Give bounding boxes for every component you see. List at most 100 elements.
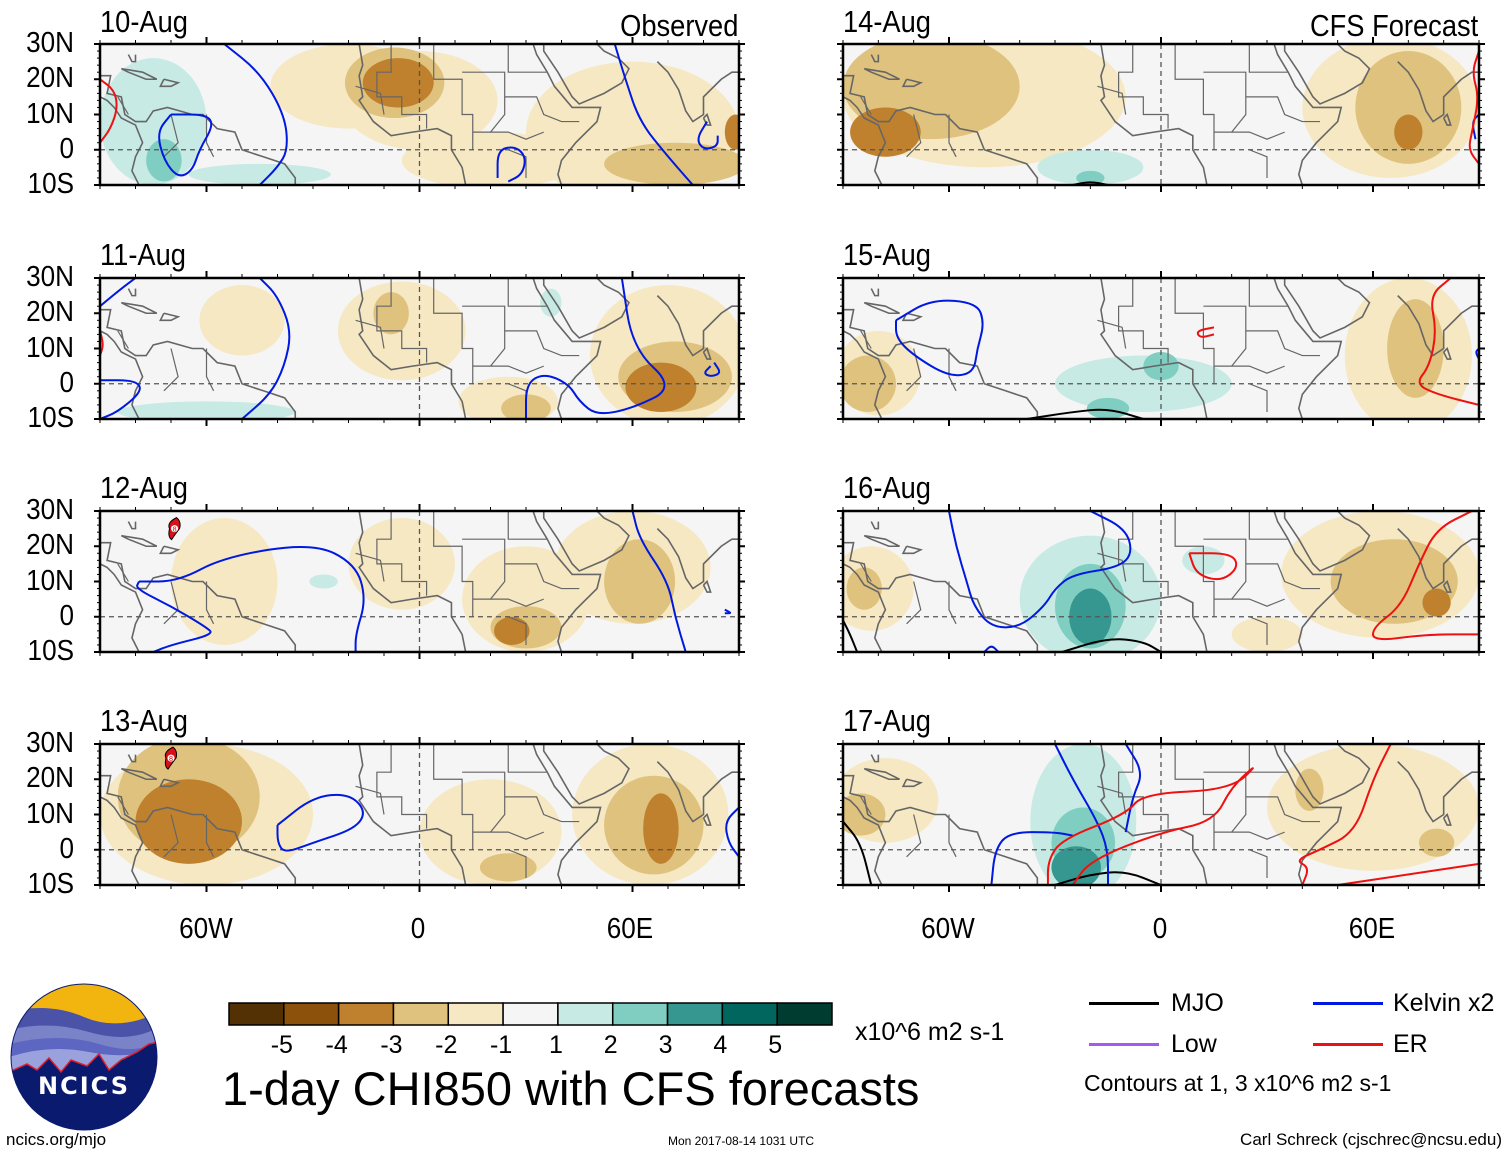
y-tick-label: 30N [26, 727, 74, 759]
country-border [860, 96, 872, 115]
contour-kelvin [496, 146, 526, 183]
country-border [948, 348, 957, 392]
site-link[interactable]: ncics.org/mjo [6, 1130, 107, 1149]
country-border [507, 744, 548, 773]
coastline [863, 534, 900, 548]
contour-er [1468, 50, 1479, 165]
anomaly-fill [188, 163, 331, 185]
anomaly-fill [1418, 828, 1455, 857]
country-border [508, 849, 527, 878]
country-border [117, 330, 129, 349]
country-border [1249, 849, 1268, 878]
coastline [159, 778, 181, 788]
country-border [1245, 330, 1320, 357]
coastline [120, 767, 158, 781]
country-border [1245, 96, 1320, 123]
map-panel-13-aug: 8 [94, 737, 745, 892]
legend-line-kelvin [1313, 1002, 1383, 1005]
colorbar [228, 1002, 833, 1026]
x-tick-label: 60E [1348, 913, 1396, 945]
coastline [100, 330, 144, 419]
colorbar-swatch [557, 1002, 614, 1026]
coastline [1283, 511, 1371, 572]
colorbar-units: x10^6 m2 s-1 [855, 1018, 1005, 1046]
country-border [1117, 744, 1169, 829]
coastline [843, 330, 887, 419]
country-border [163, 348, 179, 392]
country-border [117, 796, 129, 815]
coastline [120, 67, 158, 81]
map-panel-15-aug [837, 271, 1485, 426]
ncics-logo: NCICS [10, 983, 158, 1131]
anomaly-fill [625, 362, 697, 412]
coastline [159, 78, 181, 88]
country-border [504, 563, 580, 590]
country-border [860, 563, 872, 582]
coastline [1099, 511, 1208, 652]
legend-line-low [1089, 1043, 1159, 1046]
panel-title-16-aug: 16-Aug [843, 470, 931, 505]
country-border [205, 114, 215, 158]
forecast-label: CFS Forecast [1309, 8, 1478, 43]
country-border [472, 131, 544, 140]
contour-kelvin [276, 793, 364, 852]
author-credit: Carl Schreck (cjschrec@ncsu.edu) [1240, 1130, 1502, 1149]
panel-title-13-aug: 13-Aug [100, 703, 188, 738]
anomaly-fill [1355, 51, 1462, 164]
colorbar-tick-label: -3 [380, 1031, 403, 1059]
map-panel-11-aug [94, 271, 745, 426]
country-border [860, 330, 872, 349]
contour-kelvin [525, 278, 666, 419]
coastline [1442, 813, 1452, 826]
map-panel-17-aug [837, 737, 1485, 892]
colorbar-swatch [611, 1002, 669, 1026]
anomaly-fill [1086, 397, 1130, 419]
country-border [376, 44, 428, 129]
anomaly-fill [1037, 149, 1144, 185]
country-border [355, 85, 385, 115]
anomaly-fill [199, 285, 285, 356]
contour-kelvin [241, 278, 291, 419]
hurricane-icon: 8 [168, 517, 181, 541]
coastline [100, 74, 297, 185]
coastline [100, 796, 144, 885]
anomaly-fill [846, 567, 882, 610]
country-border [948, 114, 957, 158]
coastline [870, 54, 880, 63]
legend-label-low: Low [1171, 1030, 1217, 1058]
y-tick-label: 0 [59, 832, 74, 865]
country-border [504, 330, 580, 357]
y-tick-label: 30N [26, 27, 74, 59]
anomaly-fill [1394, 114, 1423, 150]
colorbar-swatch [721, 1002, 778, 1026]
x-tick-label: 60W [921, 913, 975, 945]
y-tick-label: 0 [59, 132, 74, 165]
panel-title-15-aug: 15-Aug [843, 237, 931, 272]
y-tick-label: 10N [26, 331, 74, 364]
country-border [205, 814, 215, 858]
country-border [1214, 131, 1285, 140]
contour-kelvin [725, 806, 739, 858]
panel-title-12-aug: 12-Aug [100, 470, 188, 505]
coastline [1099, 744, 1208, 885]
country-border [117, 96, 129, 115]
contour-kelvin [990, 831, 1073, 885]
country-border [948, 814, 957, 858]
contour-er [1046, 767, 1254, 885]
country-border [1214, 598, 1285, 607]
contour-kelvin [223, 44, 288, 185]
y-tick-label: 20N [26, 296, 74, 329]
coastline [100, 308, 297, 419]
coastline [870, 288, 880, 297]
country-border [376, 278, 428, 363]
country-border [205, 581, 215, 625]
colorbar-swatch [228, 1002, 285, 1026]
legend-line-mjo [1089, 1002, 1159, 1005]
colorbar-tick-label: -1 [489, 1031, 513, 1059]
country-border [508, 149, 527, 178]
coastline [1397, 61, 1479, 123]
country-border [1245, 796, 1320, 823]
coastline [901, 312, 924, 322]
y-tick-label: 10S [27, 402, 74, 434]
country-border [163, 814, 179, 858]
